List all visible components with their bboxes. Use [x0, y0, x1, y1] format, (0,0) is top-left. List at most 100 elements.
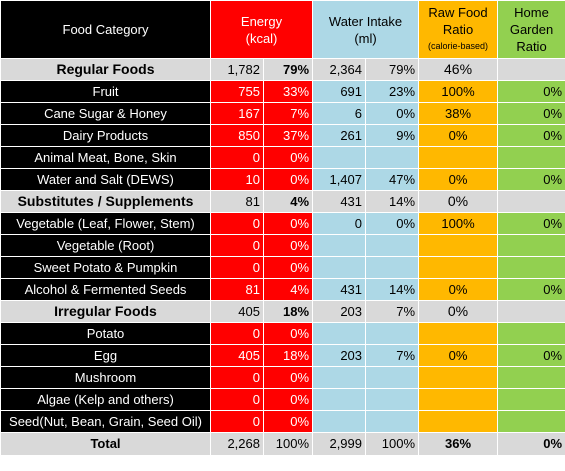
energy-percent-cell: 0%: [264, 367, 313, 388]
water-percent-cell: 23%: [366, 81, 419, 102]
table-row: Egg 405 18% 203 7% 0% 0%: [1, 345, 565, 366]
water-percent-cell: 7%: [366, 345, 419, 366]
header-raw-food-ratio: Raw Food Ratio (calorie-based): [419, 1, 498, 58]
category-cell: Total: [1, 433, 210, 455]
energy-kcal-cell: 81: [211, 279, 263, 300]
header-energy: Energy (kcal): [211, 1, 313, 58]
water-percent-cell: [366, 257, 419, 278]
category-cell: Vegetable (Root): [1, 235, 210, 256]
water-percent-cell: 47%: [366, 169, 419, 190]
energy-percent-cell: 0%: [264, 323, 313, 344]
energy-percent-cell: 4%: [264, 279, 313, 300]
raw-food-ratio-cell: [419, 411, 498, 432]
water-percent-cell: 0%: [366, 103, 419, 124]
home-garden-ratio-cell: 0%: [498, 81, 565, 102]
category-cell: Sweet Potato & Pumpkin: [1, 257, 210, 278]
energy-kcal-cell: 850: [211, 125, 263, 146]
raw-food-ratio-cell: [419, 389, 498, 410]
group-row: Irregular Foods 405 18% 203 7% 0%: [1, 301, 565, 322]
home-garden-ratio-cell: [498, 59, 565, 80]
header-home-garden-ratio: Home Garden Ratio: [498, 1, 565, 58]
energy-kcal-cell: 0: [211, 367, 263, 388]
water-percent-cell: 0%: [366, 213, 419, 234]
raw-food-ratio-cell: [419, 257, 498, 278]
raw-food-ratio-cell: 36%: [419, 433, 498, 455]
group-row: Substitutes / Supplements 81 4% 431 14% 0%: [1, 191, 565, 212]
water-percent-cell: 14%: [366, 279, 419, 300]
energy-percent-cell: 0%: [264, 169, 313, 190]
water-percent-cell: [366, 147, 419, 168]
category-cell: Mushroom: [1, 367, 210, 388]
table-row: Alcohol & Fermented Seeds 81 4% 431 14% 0% 0%: [1, 279, 565, 300]
water-ml-cell: [313, 367, 366, 388]
raw-food-ratio-cell: 38%: [419, 103, 498, 124]
category-cell: Cane Sugar & Honey: [1, 103, 210, 124]
table-row: Vegetable (Leaf, Flower, Stem) 0 0% 0 0% 100%…: [1, 213, 565, 234]
water-ml-cell: [313, 411, 366, 432]
table-row: Potato 0 0%: [1, 323, 565, 344]
energy-percent-cell: 100%: [264, 433, 313, 455]
energy-percent-cell: 0%: [264, 257, 313, 278]
energy-percent-cell: 18%: [264, 301, 313, 322]
raw-food-ratio-cell: [419, 235, 498, 256]
raw-food-ratio-cell: 0%: [419, 301, 498, 322]
energy-kcal-cell: 81: [211, 191, 263, 212]
energy-kcal-cell: 0: [211, 235, 263, 256]
water-percent-cell: [366, 323, 419, 344]
home-garden-ratio-cell: [498, 235, 565, 256]
home-garden-ratio-cell: [498, 191, 565, 212]
energy-percent-cell: 4%: [264, 191, 313, 212]
water-ml-cell: 2,999: [313, 433, 366, 455]
energy-percent-cell: 37%: [264, 125, 313, 146]
category-cell: Egg: [1, 345, 210, 366]
energy-kcal-cell: 755: [211, 81, 263, 102]
water-ml-cell: 691: [313, 81, 366, 102]
raw-food-ratio-cell: [419, 367, 498, 388]
category-cell: Vegetable (Leaf, Flower, Stem): [1, 213, 210, 234]
energy-percent-cell: 0%: [264, 147, 313, 168]
table-row: Algae (Kelp and others) 0 0%: [1, 389, 565, 410]
energy-percent-cell: 79%: [264, 59, 313, 80]
water-percent-cell: 7%: [366, 301, 419, 322]
water-ml-cell: [313, 235, 366, 256]
energy-kcal-cell: 405: [211, 301, 263, 322]
raw-food-ratio-cell: 100%: [419, 81, 498, 102]
energy-kcal-cell: 2,268: [211, 433, 263, 455]
category-cell: Fruit: [1, 81, 210, 102]
water-ml-cell: [313, 389, 366, 410]
category-cell: Regular Foods: [1, 59, 210, 80]
energy-kcal-cell: 0: [211, 411, 263, 432]
table-row: Animal Meat, Bone, Skin 0 0%: [1, 147, 565, 168]
raw-food-ratio-cell: 0%: [419, 191, 498, 212]
table-row: Vegetable (Root) 0 0%: [1, 235, 565, 256]
energy-percent-cell: 0%: [264, 411, 313, 432]
energy-kcal-cell: 0: [211, 147, 263, 168]
table-body: Regular Foods 1,782 79% 2,364 79% 46% Fruit 755…: [1, 59, 565, 455]
table-row: Fruit 755 33% 691 23% 100% 0%: [1, 81, 565, 102]
energy-kcal-cell: 1,782: [211, 59, 263, 80]
table-row: Sweet Potato & Pumpkin 0 0%: [1, 257, 565, 278]
home-garden-ratio-cell: 0%: [498, 433, 565, 455]
category-cell: Animal Meat, Bone, Skin: [1, 147, 210, 168]
water-ml-cell: 0: [313, 213, 366, 234]
energy-kcal-cell: 0: [211, 389, 263, 410]
energy-kcal-cell: 10: [211, 169, 263, 190]
table-row: Cane Sugar & Honey 167 7% 6 0% 38% 0%: [1, 103, 565, 124]
water-ml-cell: 431: [313, 279, 366, 300]
header-food-category: Food Category: [1, 1, 210, 58]
category-cell: Dairy Products: [1, 125, 210, 146]
home-garden-ratio-cell: [498, 411, 565, 432]
water-ml-cell: 203: [313, 345, 366, 366]
water-percent-cell: 79%: [366, 59, 419, 80]
raw-food-ratio-cell: 0%: [419, 279, 498, 300]
water-ml-cell: [313, 323, 366, 344]
energy-percent-cell: 18%: [264, 345, 313, 366]
water-ml-cell: 2,364: [313, 59, 366, 80]
home-garden-ratio-cell: 0%: [498, 125, 565, 146]
food-category-table: Food Category Energy (kcal) Water Intake…: [0, 0, 565, 456]
water-ml-cell: 1,407: [313, 169, 366, 190]
raw-food-ratio-cell: 0%: [419, 345, 498, 366]
energy-percent-cell: 0%: [264, 235, 313, 256]
home-garden-ratio-cell: [498, 323, 565, 344]
header-row: Food Category Energy (kcal) Water Intake…: [1, 1, 565, 58]
